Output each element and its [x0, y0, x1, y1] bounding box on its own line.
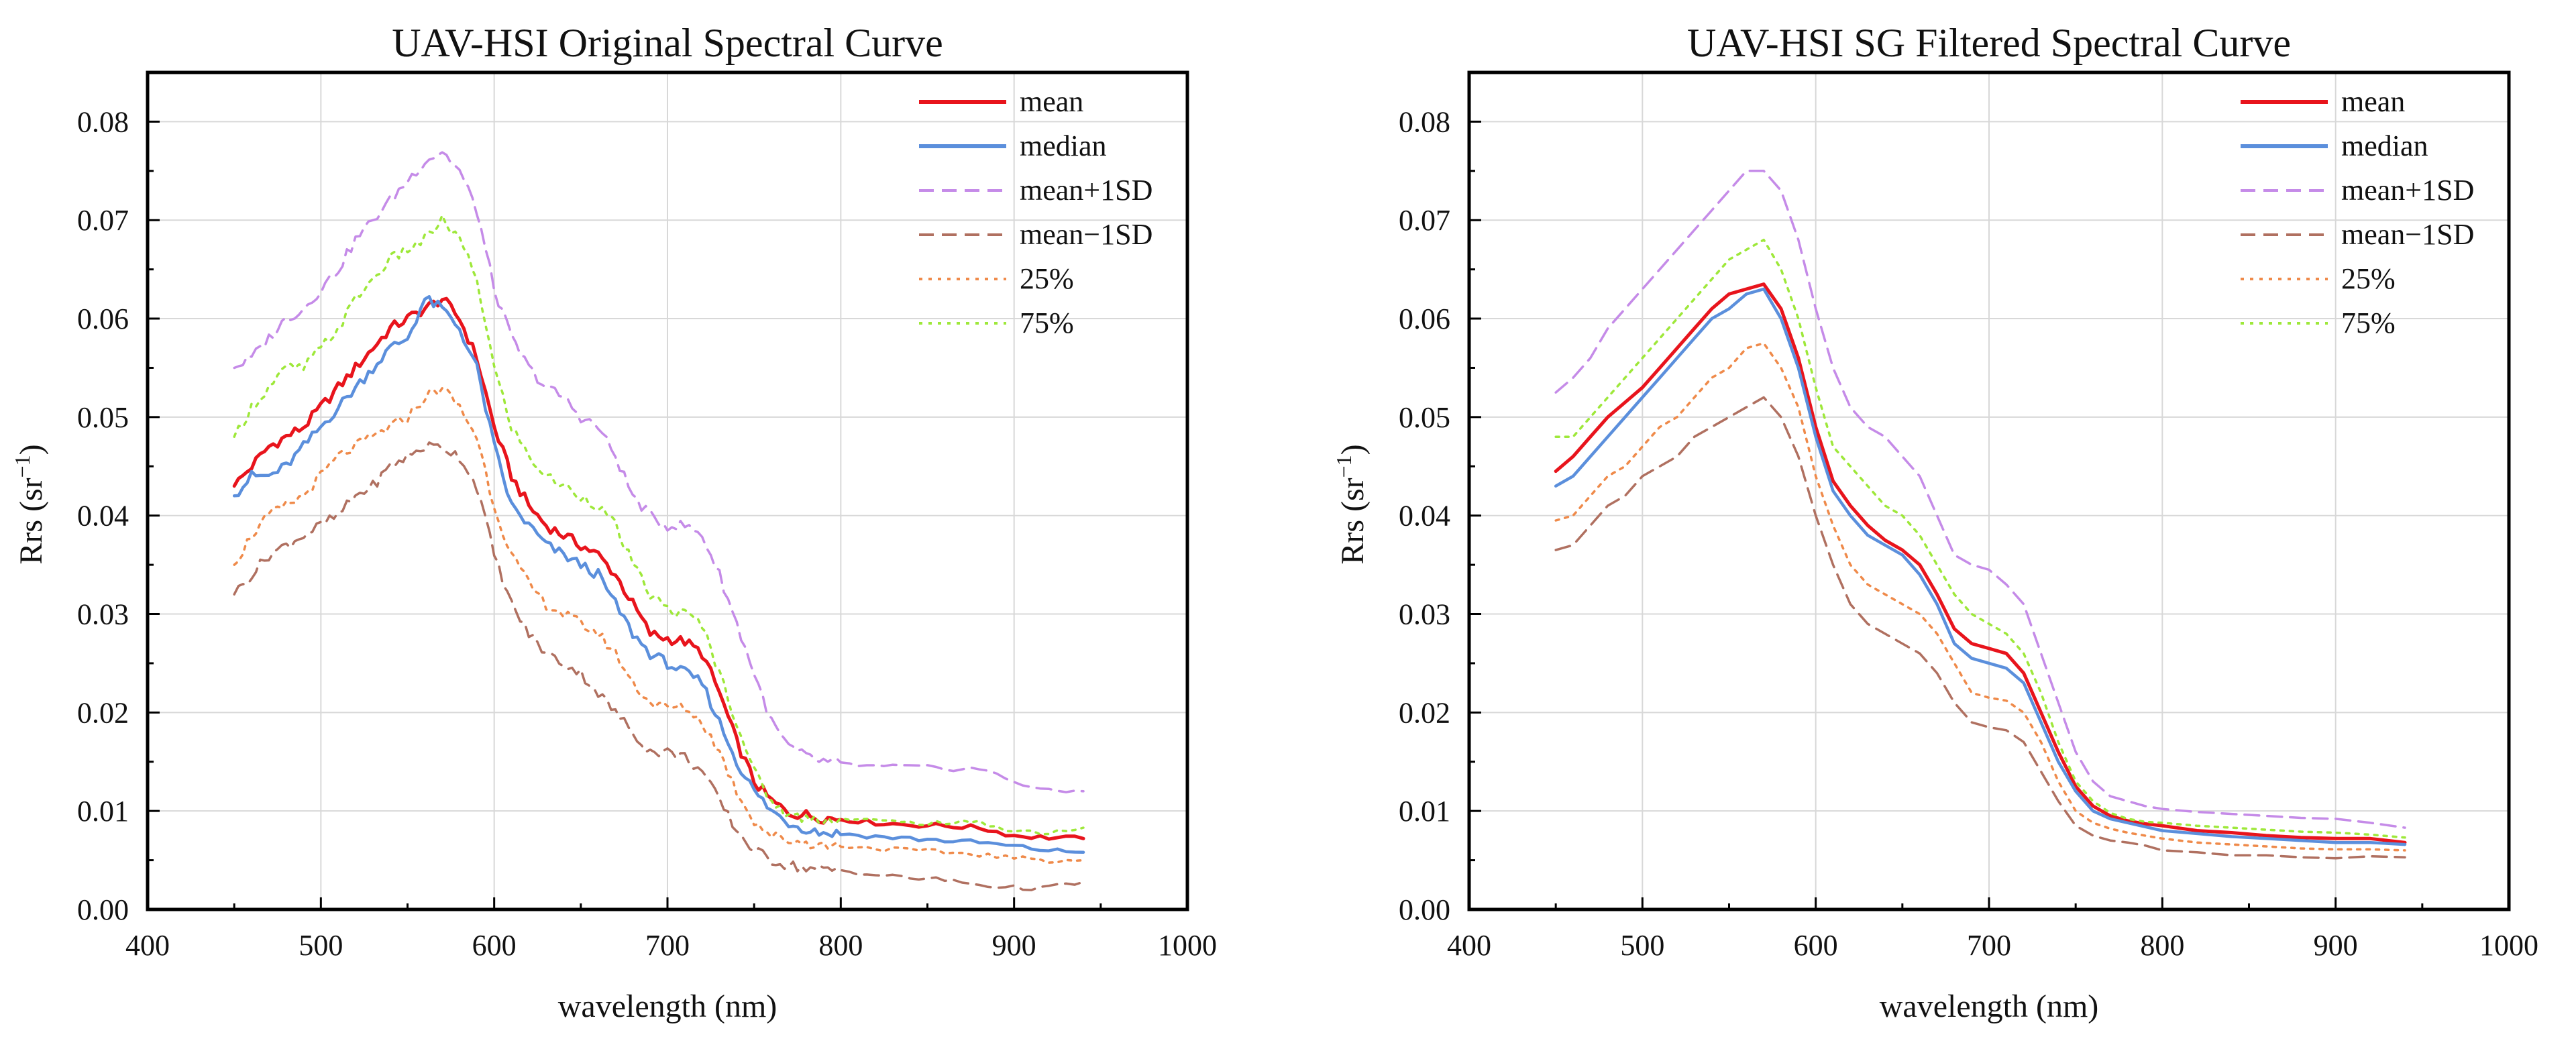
y-tick-label: 0.01	[77, 795, 129, 828]
legend-label: median	[2341, 129, 2428, 162]
legend-label: mean−1SD	[2341, 218, 2474, 251]
legend-label: 25%	[2341, 262, 2396, 295]
x-tick-label: 900	[2314, 929, 2358, 962]
y-axis-label-main: Rrs (sr	[13, 478, 49, 564]
x-tick-label: 600	[472, 929, 517, 962]
x-tick-label: 900	[992, 929, 1036, 962]
legend-label: mean	[1020, 85, 1083, 118]
series-line-median	[232, 294, 1085, 854]
legend-label: mean+1SD	[2341, 174, 2474, 207]
panel-original-spectral-curve: 0.00 0.01 0.02 0.03 0.04 0.05 0.06 0.07 0.08 400 5…	[10, 21, 1217, 1024]
y-axis-label-superscript: −1	[10, 455, 34, 478]
x-tick-label: 500	[1620, 929, 1664, 962]
legend: mean median mean+1SD mean−1SD 25% 75%	[2241, 85, 2474, 339]
y-tick-label: 0.02	[77, 696, 129, 729]
legend-label: mean	[2341, 85, 2405, 118]
legend-label: 75%	[2341, 307, 2396, 339]
y-axis-label-close: )	[13, 444, 49, 455]
x-tick-label: 600	[1794, 929, 1838, 962]
y-tick-label: 0.07	[77, 204, 129, 237]
series-line-mean	[1554, 282, 2407, 844]
y-axis-label: Rrs (sr−1)	[10, 444, 49, 564]
y-tick-label: 0.05	[1399, 401, 1450, 434]
series-line-25-	[233, 387, 1085, 864]
series-line-mean-1sd	[1554, 396, 2406, 860]
x-tick-label: 1000	[1158, 929, 1217, 962]
x-tick-label: 400	[125, 929, 170, 962]
y-tick-label: 0.03	[77, 598, 129, 631]
x-axis-label: wavelength (nm)	[558, 989, 777, 1024]
y-tick-label: 0.00	[1399, 893, 1450, 926]
y-tick-label: 0.04	[77, 500, 129, 533]
x-tick-label: 700	[645, 929, 690, 962]
x-tick-label: 800	[818, 929, 863, 962]
legend-label: mean+1SD	[1020, 174, 1152, 207]
series-line-median	[1554, 287, 2407, 846]
y-tick-label: 0.08	[77, 105, 129, 138]
legend-label: 75%	[1020, 307, 1074, 339]
series-line-mean-1sd	[233, 151, 1085, 793]
panel-sg-filtered-spectral-curve: 0.00 0.01 0.02 0.03 0.04 0.05 0.06 0.07 0.08 400 5…	[1332, 21, 2538, 1024]
series-line-25-	[1554, 342, 2406, 852]
x-tick-label: 700	[1967, 929, 2011, 962]
chart-title: UAV-HSI Original Spectral Curve	[392, 21, 943, 65]
y-tick-label: 0.05	[77, 401, 129, 434]
y-tick-label: 0.03	[1399, 598, 1450, 631]
y-tick-label: 0.02	[1399, 696, 1450, 729]
y-tick-label: 0.08	[1399, 105, 1450, 138]
plot-frame	[146, 70, 1189, 911]
x-axis-label: wavelength (nm)	[1880, 989, 2099, 1024]
plot-frame	[1467, 70, 2511, 911]
series-line-mean-1sd	[233, 441, 1085, 891]
series-line-75-	[1554, 238, 2406, 839]
y-tick-label: 0.06	[77, 302, 129, 335]
legend-label: mean−1SD	[1020, 218, 1152, 251]
legend-label: median	[1020, 129, 1107, 162]
chart-title: UAV-HSI SG Filtered Spectral Curve	[1687, 21, 2291, 65]
legend-label: 25%	[1020, 262, 1074, 295]
series-line-mean-1sd	[1554, 170, 2406, 829]
y-tick-label: 0.01	[1399, 795, 1450, 828]
x-tick-label: 500	[299, 929, 343, 962]
x-tick-label: 1000	[2479, 929, 2538, 962]
y-axis-label-superscript: −1	[1332, 455, 1356, 478]
y-tick-label: 0.04	[1399, 500, 1450, 533]
y-tick-label: 0.06	[1399, 302, 1450, 335]
y-axis-label-close: )	[1335, 444, 1371, 455]
y-tick-label: 0.07	[1399, 204, 1450, 237]
y-axis-label-main: Rrs (sr	[1335, 478, 1371, 564]
y-axis-label: Rrs (sr−1)	[1332, 444, 1371, 564]
legend: mean median mean+1SD mean−1SD 25% 75%	[919, 85, 1152, 339]
y-tick-label: 0.00	[77, 893, 129, 926]
x-tick-label: 400	[1447, 929, 1491, 962]
x-tick-label: 800	[2140, 929, 2184, 962]
